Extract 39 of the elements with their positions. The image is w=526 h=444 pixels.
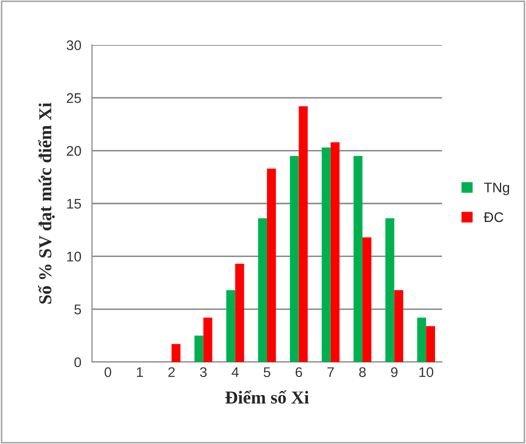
x-tick-label: 5 (264, 367, 270, 378)
bar (417, 318, 426, 362)
x-tick-label: 6 (296, 367, 302, 378)
bar (426, 326, 435, 362)
x-tick-label: 9 (391, 367, 398, 378)
bar (394, 290, 404, 362)
bar (298, 106, 308, 362)
bar (258, 218, 267, 362)
x-tick-label: 4 (232, 367, 239, 377)
bar (362, 237, 372, 362)
bar (330, 142, 340, 362)
x-tick-label: 0 (104, 367, 112, 378)
x-tick-label: 3 (200, 367, 207, 378)
bar (354, 156, 362, 362)
bar (267, 168, 276, 362)
bar (290, 156, 299, 362)
x-tick-label: 8 (359, 367, 366, 378)
bar (172, 344, 180, 362)
x-tick-label: 2 (168, 367, 175, 377)
y-tick-label: 30 (66, 40, 82, 50)
legend-label: ĐC (484, 212, 504, 222)
bar (226, 290, 236, 362)
x-tick-label: 1 (136, 367, 143, 377)
x-tick-label: 10 (419, 367, 434, 378)
x-tick-label: 7 (327, 367, 334, 377)
y-axis-title: Số % SV đạt mức điểm Xi (38, 102, 55, 304)
bar (235, 264, 244, 362)
y-tick-label: 5 (74, 304, 81, 314)
y-tick-label: 20 (66, 146, 82, 156)
y-tick-label: 10 (67, 252, 82, 262)
bar (322, 147, 331, 362)
y-tick-label: 15 (67, 198, 82, 209)
y-tick-label: 25 (66, 93, 82, 104)
bar (385, 218, 394, 362)
bar (203, 318, 212, 362)
x-axis-title: Điểm số Xi (225, 390, 309, 404)
bar (194, 336, 204, 362)
y-tick-label: 0 (74, 357, 82, 368)
legend-label: TNg (484, 182, 510, 196)
